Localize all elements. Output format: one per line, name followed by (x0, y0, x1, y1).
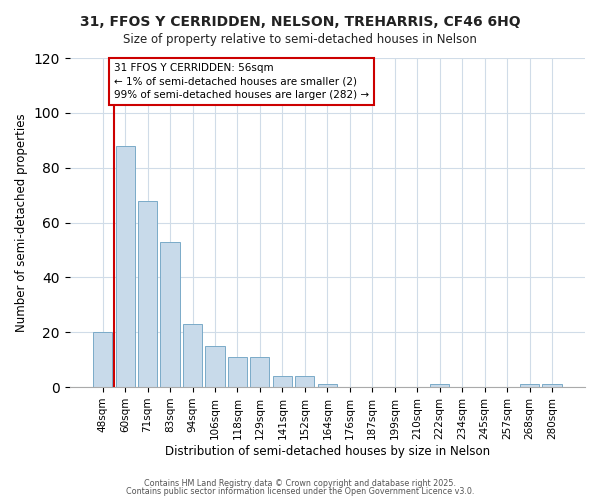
Bar (138, 200, 157, 387)
Bar (250, 357, 269, 387)
Text: 31 FFOS Y CERRIDDEN: 56sqm
← 1% of semi-detached houses are smaller (2)
99% of s: 31 FFOS Y CERRIDDEN: 56sqm ← 1% of semi-… (114, 64, 369, 100)
Bar (542, 384, 562, 387)
Bar (183, 324, 202, 387)
Text: Contains public sector information licensed under the Open Government Licence v3: Contains public sector information licen… (126, 487, 474, 496)
Bar (273, 376, 292, 387)
Bar (160, 242, 179, 387)
Bar (430, 384, 449, 387)
Bar (295, 376, 314, 387)
Text: Size of property relative to semi-detached houses in Nelson: Size of property relative to semi-detach… (123, 32, 477, 46)
Text: 31, FFOS Y CERRIDDEN, NELSON, TREHARRIS, CF46 6HQ: 31, FFOS Y CERRIDDEN, NELSON, TREHARRIS,… (80, 15, 520, 29)
Bar (520, 384, 539, 387)
Bar (93, 332, 112, 387)
Bar (116, 146, 134, 387)
Bar (205, 346, 224, 387)
Bar (318, 384, 337, 387)
Text: Contains HM Land Registry data © Crown copyright and database right 2025.: Contains HM Land Registry data © Crown c… (144, 478, 456, 488)
X-axis label: Distribution of semi-detached houses by size in Nelson: Distribution of semi-detached houses by … (165, 444, 490, 458)
Bar (228, 357, 247, 387)
Y-axis label: Number of semi-detached properties: Number of semi-detached properties (15, 113, 28, 332)
